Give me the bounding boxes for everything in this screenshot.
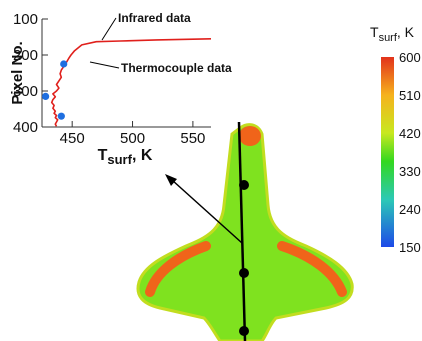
colorbar-ticks: 600 510 420 330 240 150: [399, 50, 421, 255]
colorbar-title-unit: , K: [397, 24, 415, 40]
probe-point: [239, 326, 249, 336]
y-tick-label: 200: [13, 47, 38, 64]
x-axis-title: Tsurf, K: [98, 147, 153, 167]
colorbar-tick-label: 330: [399, 164, 421, 179]
infrared-series-line: [50, 38, 212, 127]
colorbar-tick-label: 240: [399, 202, 421, 217]
probe-point: [239, 268, 249, 278]
y-ticks: 100 200 300 400: [13, 11, 48, 136]
thermal-model: [136, 121, 354, 341]
colorbar: Tsurf, K 600 510 420 330 240 150: [370, 24, 421, 255]
y-tick-label: 400: [13, 119, 38, 136]
infrared-leader-line: [101, 17, 117, 41]
model-body: [136, 123, 354, 341]
colorbar-tick-label: 150: [399, 240, 421, 255]
thermocouple-annotation: Thermocouple data: [121, 61, 232, 75]
probe-point: [239, 180, 249, 190]
colorbar-gradient: [381, 57, 394, 247]
inset-chart: 100 200 300 400 450 500 550 Pixel No. Tsurf, …: [9, 11, 232, 167]
colorbar-tick-label: 600: [399, 50, 421, 65]
model-nose-hot-spot: [239, 126, 261, 146]
thermocouple-point: [60, 60, 68, 68]
x-tick-label: 450: [60, 130, 85, 147]
x-tick-label: 550: [180, 130, 205, 147]
colorbar-tick-label: 420: [399, 126, 421, 141]
model-right-wing-hot-edge: [277, 241, 347, 297]
colorbar-title-main: T: [370, 24, 379, 40]
pointer-arrowhead: [165, 174, 177, 186]
x-axis-title-sub: surf: [107, 152, 132, 167]
model-left-wing-hot-edge: [145, 241, 211, 297]
colorbar-title: Tsurf, K: [370, 24, 415, 44]
y-axis-title: Pixel No.: [9, 41, 26, 104]
colorbar-title-sub: surf: [379, 32, 398, 44]
y-tick-label: 100: [13, 11, 38, 28]
y-tick-label: 300: [13, 83, 38, 100]
pointer-arrow-line: [171, 179, 243, 244]
x-tick-label: 500: [120, 130, 145, 147]
measurement-line: [237, 121, 247, 341]
thermocouple-point: [57, 112, 65, 120]
thermocouple-point: [42, 92, 50, 100]
x-axis-title-unit: , K: [132, 147, 153, 164]
x-axis-title-main: T: [98, 147, 108, 164]
series-layer: [42, 38, 212, 127]
infrared-annotation: Infrared data: [118, 11, 191, 25]
x-ticks: 450 500 550: [60, 121, 205, 147]
colorbar-tick-label: 510: [399, 88, 421, 103]
thermocouple-leader-line: [89, 61, 120, 69]
